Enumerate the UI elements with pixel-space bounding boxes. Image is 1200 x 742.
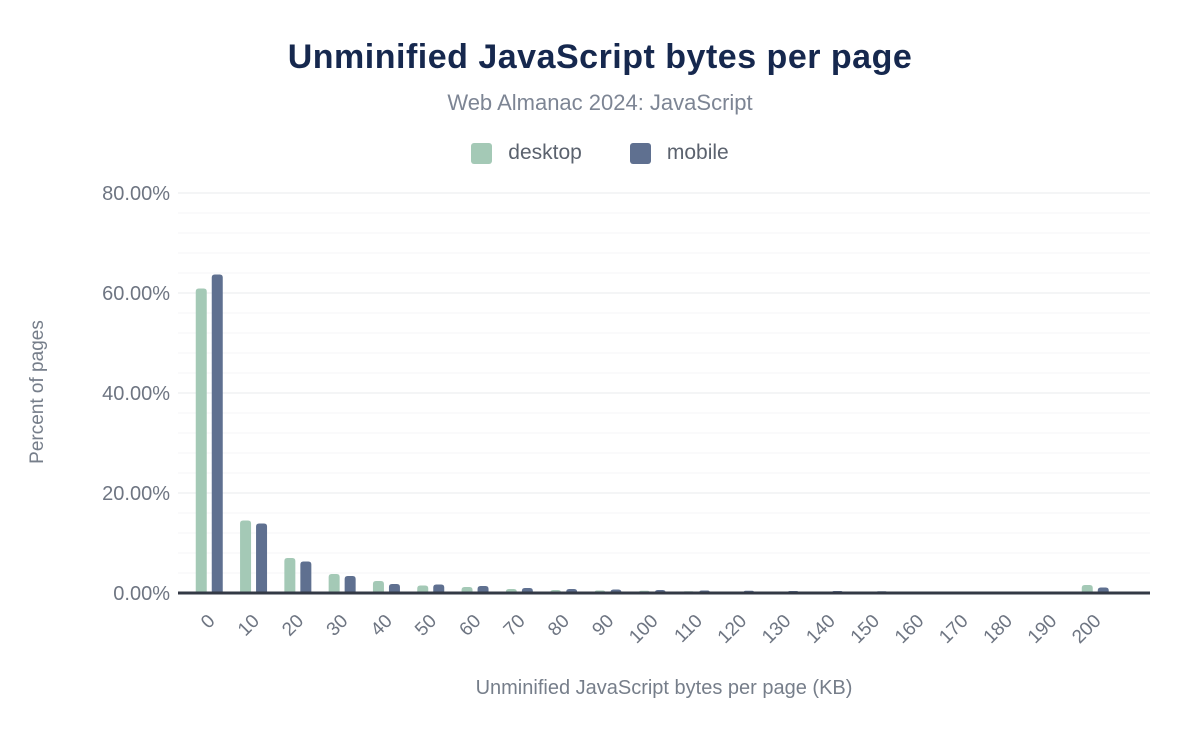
x-tick-label: 70: [500, 611, 530, 641]
x-axis-title: Unminified JavaScript bytes per page (KB…: [475, 677, 853, 699]
legend: desktop mobile: [0, 141, 1200, 165]
x-tick-label: 50: [411, 611, 441, 641]
bar-desktop-50: [417, 585, 429, 593]
legend-item-desktop[interactable]: desktop: [471, 141, 582, 165]
chart-title: Unminified JavaScript bytes per page: [287, 38, 913, 76]
bar-desktop-30: [328, 574, 340, 593]
bar-mobile-20: [300, 561, 312, 593]
x-tick-label: 10: [234, 611, 264, 641]
bar-desktop-10: [240, 520, 252, 593]
x-tick-label: 200: [1068, 611, 1105, 648]
x-tick-label: 80: [544, 611, 574, 641]
x-tick-label: 190: [1024, 611, 1061, 648]
y-tick-label: 80.00%: [102, 183, 170, 205]
y-tick-label: 0.00%: [113, 583, 170, 605]
x-tick-label: 110: [671, 611, 707, 647]
legend-label-desktop: desktop: [508, 141, 582, 164]
y-tick-label: 60.00%: [102, 283, 170, 305]
y-tick-label: 20.00%: [102, 483, 170, 505]
bar-mobile-30: [344, 576, 356, 593]
chart-subtitle: Web Almanac 2024: JavaScript: [447, 90, 753, 115]
x-tick-label: 140: [802, 611, 839, 648]
bar-mobile-10: [256, 523, 268, 593]
bar-mobile-40: [388, 584, 400, 593]
x-tick-label: 180: [980, 611, 1017, 648]
legend-label-mobile: mobile: [666, 141, 729, 164]
y-tick-label: 40.00%: [102, 383, 170, 405]
x-tick-label: 170: [935, 611, 972, 648]
x-tick-label: 90: [588, 611, 618, 641]
desktop-swatch-icon: [471, 142, 493, 164]
x-tick-label: 100: [625, 611, 662, 648]
bar-desktop-0: [195, 288, 207, 593]
bar-mobile-60: [477, 586, 489, 593]
x-tick-label: 160: [891, 611, 928, 648]
x-tick-label: 0: [197, 611, 219, 633]
legend-item-mobile[interactable]: mobile: [629, 141, 729, 165]
x-tick-label: 130: [758, 611, 795, 648]
bar-mobile-50: [433, 584, 445, 593]
mobile-swatch-icon: [629, 142, 651, 164]
bar-mobile-0: [211, 274, 223, 593]
bar-desktop-40: [372, 581, 384, 593]
bar-desktop-200: [1081, 585, 1093, 593]
x-tick-label: 150: [847, 611, 884, 648]
x-tick-label: 60: [456, 611, 486, 641]
x-tick-label: 40: [367, 611, 397, 641]
x-tick-label: 120: [714, 611, 751, 648]
x-tick-label: 20: [278, 611, 308, 641]
x-tick-label: 30: [323, 611, 353, 641]
bar-desktop-20: [284, 558, 296, 593]
